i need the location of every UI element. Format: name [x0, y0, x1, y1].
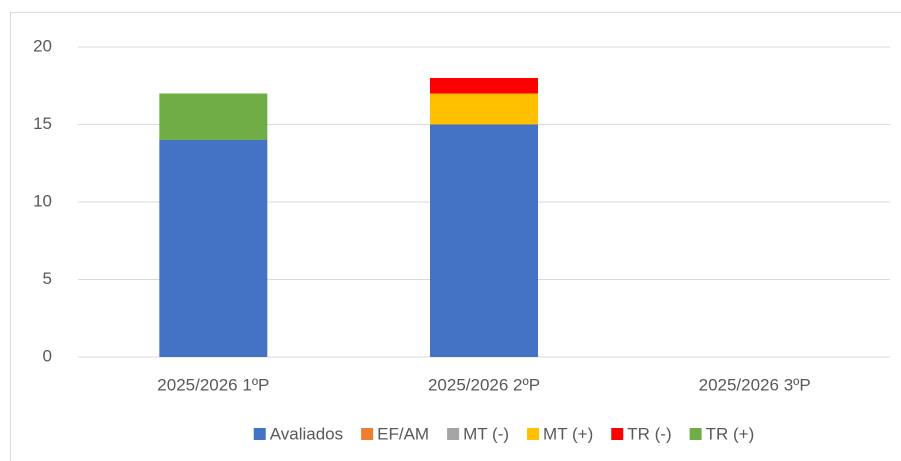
x-tick-label: 2025/2026 3ºP [699, 375, 811, 394]
legend-label: MT (+) [543, 424, 593, 443]
legend-swatch [611, 428, 624, 440]
bar-segment [159, 93, 268, 140]
legend-label: MT (-) [463, 424, 509, 443]
legend-swatch [253, 428, 266, 440]
x-tick-label: 2025/2026 2ºP [428, 375, 540, 394]
legend-label: EF/AM [377, 424, 429, 443]
legend-swatch [689, 428, 702, 440]
legend-swatch [361, 428, 374, 440]
y-tick-label: 15 [33, 114, 52, 133]
y-tick-label: 0 [43, 346, 52, 365]
legend-label: TR (+) [706, 424, 755, 443]
legend-swatch [447, 428, 460, 440]
bar-segment [430, 93, 538, 125]
y-tick-label: 10 [33, 191, 52, 210]
y-tick-label: 5 [43, 269, 52, 288]
x-tick-label: 2025/2026 1ºP [157, 375, 269, 394]
legend-label: Avaliados [270, 424, 343, 443]
y-tick-label: 20 [33, 36, 52, 55]
chart-frame [10, 12, 901, 461]
legend-swatch [527, 428, 540, 440]
bar-segment [430, 78, 538, 94]
bar-segment [159, 140, 268, 357]
bar-segment [430, 124, 538, 357]
legend-label: TR (-) [627, 424, 671, 443]
